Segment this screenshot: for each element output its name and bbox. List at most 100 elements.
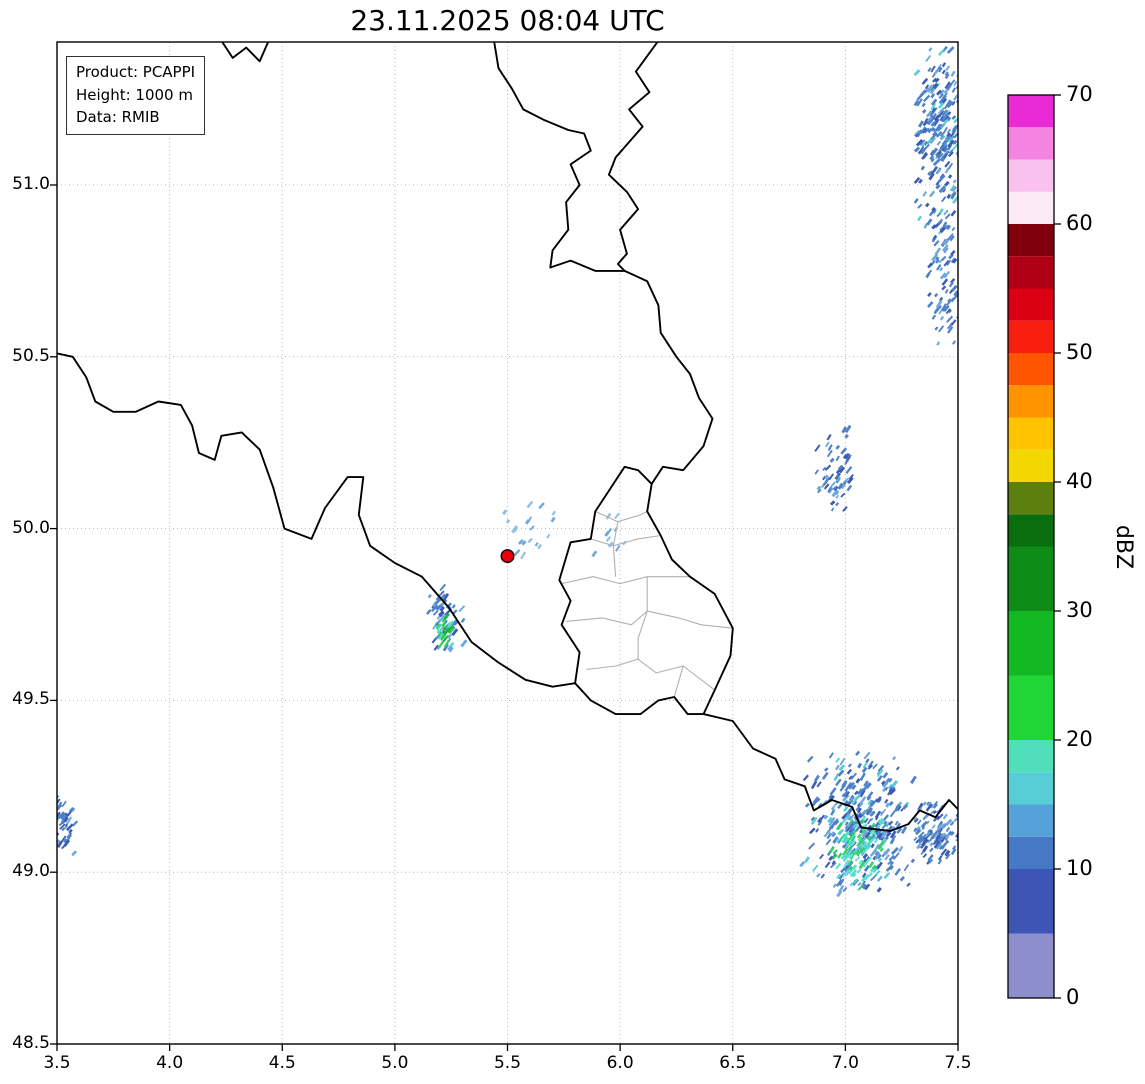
echo-speckle [520,551,527,560]
echo-speckle [882,814,890,821]
echo-speckle [875,796,882,803]
y-tick-label: 49.0 [12,861,50,882]
echo-speckle [888,854,895,862]
colorbar-segment [1008,191,1054,224]
echo-speckle [920,142,926,148]
colorbar-segment [1008,740,1054,773]
echo-speckle [874,810,882,819]
echo-speckle [913,69,921,77]
echo-speckle [934,77,940,83]
echo-speckle [931,253,939,262]
echo-speckle [948,149,954,154]
echo-speckle [874,816,879,821]
echo-speckle [942,126,948,134]
echo-speckle [857,836,862,842]
echo-speckle [815,828,820,833]
echo-speckle [884,798,889,804]
echo-speckle [947,326,954,334]
echo-speckle [835,757,841,763]
colorbar [1007,94,1061,999]
echo-speckle [518,538,524,545]
echo-speckle [838,878,845,887]
echo-speckle [943,209,949,216]
echo-speckle [873,838,879,844]
echo-speckle [827,816,833,824]
echo-speckle [939,315,945,321]
echo-speckle [938,48,946,57]
country-border-nl-be [493,42,626,272]
echo-speckle [940,841,949,849]
colorbar-segment [1008,95,1054,128]
echo-speckle [853,878,858,884]
echo-speckle [866,843,872,850]
echo-speckle [931,166,938,175]
colorbar-segment [1008,772,1054,805]
echo-speckle [931,224,937,230]
echo-speckle [931,208,937,214]
echo-speckle [922,191,928,197]
echo-speckle [914,129,921,136]
echo-speckle [880,829,888,839]
echo-speckle [834,764,840,771]
echo-speckle [917,831,925,839]
echo-speckle [439,583,447,592]
echo-speckle [840,492,846,498]
echo-speckle [843,806,849,812]
echo-speckle [918,837,925,844]
echo-speckle [437,631,443,637]
echo-speckle [859,802,864,807]
echo-speckle [932,814,940,822]
echo-speckle [460,639,468,648]
echo-speckle [877,832,884,839]
echo-speckle [928,269,933,274]
echo-speckle [921,825,926,831]
echo-speckle [821,771,829,780]
echo-speckle [906,882,911,887]
echo-speckle [952,179,957,184]
echo-speckle [942,119,949,126]
echo-speckle [426,608,432,615]
echo-speckle [829,845,835,854]
echo-speckle [842,453,848,459]
echo-speckle [928,190,936,198]
echo-speckle [869,810,876,817]
echo-speckle [856,838,864,847]
echo-speckle [817,488,822,494]
echo-speckle [932,810,937,815]
echo-speckle [941,109,948,116]
echo-speckle [825,838,832,846]
echo-speckle [817,817,823,824]
echo-speckle [863,780,869,788]
echo-speckle [830,831,835,837]
echo-speckle [853,829,857,834]
echo-speckle [933,309,939,315]
echo-speckle [943,113,949,119]
echo-speckle [931,119,938,127]
echo-speckle [814,444,821,452]
echo-speckle [913,816,918,822]
echo-speckle [894,820,899,826]
echo-speckle [946,46,955,54]
echo-speckle [939,226,946,234]
echo-speckle [876,875,883,882]
echo-speckle [534,542,539,547]
echo-speckle [931,127,937,133]
echo-speckle [941,69,946,75]
echo-speckle [952,340,957,345]
echo-speckle [61,817,66,822]
echo-speckle [945,308,951,315]
echo-speckle [862,862,868,868]
echo-speckle [919,139,926,146]
echo-speckle [876,769,884,777]
echo-speckle [931,206,936,212]
echo-speckle [919,842,927,849]
echo-speckle [450,619,457,626]
echo-speckle [433,644,439,651]
echo-speckle [65,823,74,832]
echo-speckle [925,803,933,812]
echo-speckle [933,82,939,90]
echo-speckle [929,842,934,847]
colorbar-tick-label: 40 [1066,469,1093,493]
echo-speckle [860,829,866,835]
echo-speckle [839,784,846,792]
